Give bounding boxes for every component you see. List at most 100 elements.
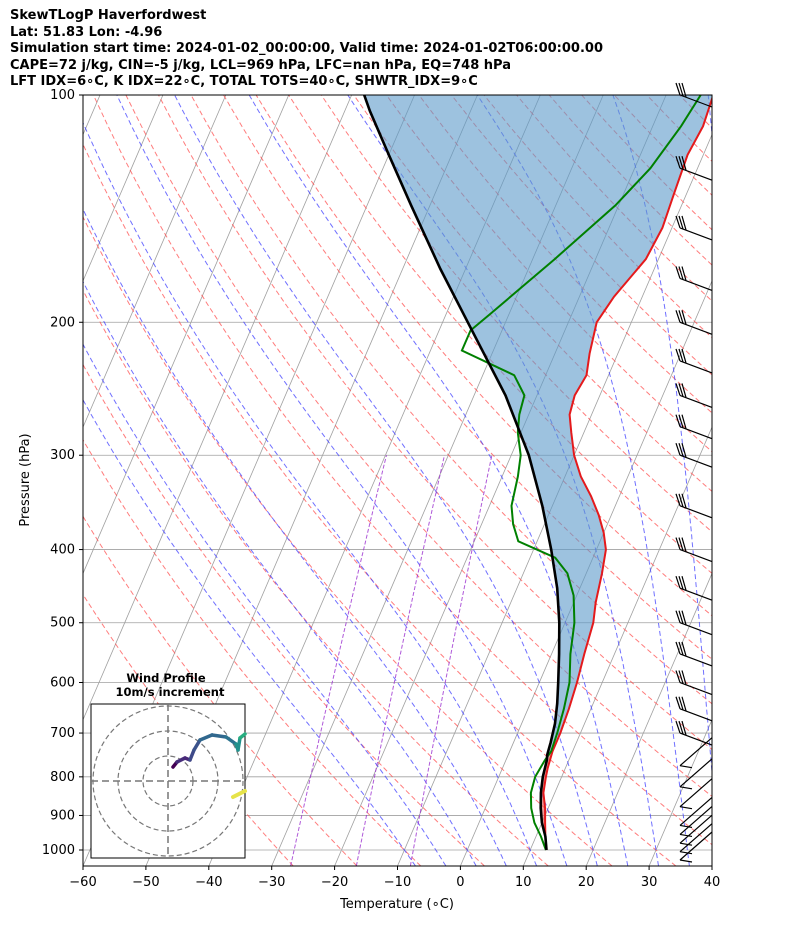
index-line: LFT IDX=6∘C, K IDX=22∘C, TOTAL TOTS=40∘C…: [10, 74, 478, 89]
wind-barb: [675, 414, 713, 440]
wind-barb: [679, 758, 713, 790]
barb-staff: [679, 805, 713, 835]
barb-flag: [681, 493, 687, 508]
dry-adiabat: [418, 95, 712, 414]
barb-flag: [681, 641, 687, 657]
barb-flag: [681, 348, 687, 364]
barb-staff: [679, 732, 713, 746]
isotherm-gridline: [775, 95, 794, 866]
hodo-segment: [192, 738, 202, 752]
y-tick-label: 200: [50, 315, 75, 330]
hodo-segment-surface: [231, 789, 247, 799]
isotherm-gridline: [83, 95, 227, 429]
isotherm-gridline: [585, 572, 712, 866]
barb-staff: [679, 708, 713, 722]
x-axis-label: Temperature (∘C): [339, 897, 454, 912]
barb-flag: [678, 82, 684, 97]
barb-staff: [679, 321, 713, 335]
y-tick-label: 500: [50, 616, 75, 631]
hodo-segment: [238, 732, 247, 740]
barb-flag: [675, 155, 681, 169]
barb-tip: [679, 786, 693, 790]
moist-adiabat: [83, 121, 538, 866]
barb-flag: [678, 493, 684, 507]
wind-hodograph-inset: Wind Profile 10m/s increment: [90, 671, 247, 859]
moist-adiabat: [83, 208, 507, 866]
wind-barb: [675, 155, 713, 181]
wind-barb: [675, 493, 713, 519]
barb-flag: [681, 696, 687, 711]
barb-staff: [679, 622, 713, 636]
y-tick-label: 1000: [42, 843, 75, 858]
isotherm-gridline: [83, 95, 352, 721]
isotherm-gridline: [83, 95, 101, 136]
barb-flag: [681, 670, 687, 685]
x-tick-label: −40: [195, 875, 222, 890]
barb-staff: [679, 758, 713, 788]
wind-barb: [675, 610, 713, 636]
barb-flag: [675, 443, 681, 456]
wind-barb: [679, 805, 713, 838]
wind-barb: [675, 670, 713, 696]
barb-flag: [678, 348, 684, 363]
x-tick-label: 0: [456, 875, 464, 890]
y-tick-label: 400: [50, 543, 75, 558]
wind-barb: [675, 383, 713, 409]
moist-adiabat: [116, 95, 568, 866]
inset-title: Wind Profile: [126, 671, 206, 685]
barb-tip: [679, 806, 693, 810]
barb-flag: [678, 696, 684, 710]
mixing-ratio-line: [409, 455, 493, 866]
chart-title: SkewTLogP Haverfordwest: [10, 8, 207, 23]
wind-barb: [679, 778, 713, 810]
barb-flag: [675, 696, 681, 709]
x-tick-label: −50: [132, 875, 159, 890]
barb-flag: [675, 720, 681, 734]
dry-adiabat: [92, 95, 712, 846]
y-axis-label: Pressure (hPa): [18, 433, 33, 526]
barb-staff: [679, 548, 713, 563]
dewpoint-line: [460, 95, 702, 851]
barb-flag: [678, 641, 684, 656]
barb-tip: [679, 851, 693, 855]
barb-flag: [678, 310, 684, 324]
barb-flag: [681, 215, 687, 231]
wind-barb: [675, 720, 713, 746]
barb-flag: [675, 537, 681, 550]
barb-flag: [681, 414, 687, 429]
hodo-segment: [224, 735, 238, 746]
dry-adiabat: [777, 95, 794, 866]
dry-adiabat: [83, 143, 677, 866]
dry-adiabat: [745, 95, 794, 866]
barb-flag: [675, 610, 681, 623]
barb-staff: [679, 737, 713, 767]
barb-flag: [678, 443, 684, 457]
barb-flag: [681, 266, 687, 281]
barb-flag: [675, 82, 681, 96]
parcel-line: [362, 95, 561, 851]
dry-adiabat: [190, 95, 712, 705]
temperature-line: [542, 95, 712, 851]
barb-flag: [681, 537, 687, 552]
barb-staff: [679, 94, 713, 108]
wind-barb: [675, 443, 713, 468]
wind-barb: [675, 348, 713, 374]
isotherm-gridline: [460, 279, 712, 866]
barb-staff: [679, 505, 713, 519]
moist-adiabat: [707, 95, 712, 140]
barb-staff: [679, 681, 713, 696]
wind-barb: [679, 814, 713, 846]
y-tick-label: 800: [50, 770, 75, 785]
x-tick-label: −30: [258, 875, 285, 890]
barb-flag: [681, 576, 687, 591]
x-tick-label: −20: [321, 875, 348, 890]
barb-flag: [675, 348, 681, 362]
moist-adiabat: [476, 95, 690, 866]
barb-staff: [679, 394, 713, 409]
moist-adiabat: [83, 398, 416, 866]
inset-subtitle: 10m/s increment: [116, 685, 225, 699]
time-line: Simulation start time: 2024-01-02_00:00:…: [10, 41, 603, 56]
dry-adiabat: [83, 289, 549, 866]
barb-flag: [675, 414, 681, 427]
barb-staff: [679, 167, 713, 181]
